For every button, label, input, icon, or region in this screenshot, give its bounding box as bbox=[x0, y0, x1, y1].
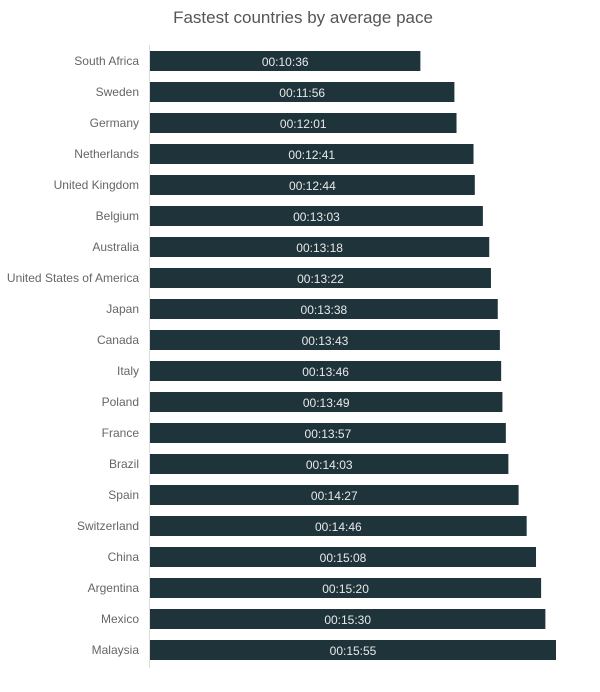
data-label: 00:10:36 bbox=[262, 55, 309, 69]
category-label: Netherlands bbox=[74, 147, 139, 161]
category-label: Poland bbox=[102, 395, 139, 409]
data-label: 00:13:43 bbox=[302, 334, 349, 348]
bar-mexico bbox=[150, 609, 546, 629]
bar-canada bbox=[150, 330, 500, 350]
data-label: 00:13:49 bbox=[303, 396, 350, 410]
bar-australia bbox=[150, 237, 490, 257]
category-label: Germany bbox=[90, 116, 139, 130]
bar-brazil bbox=[150, 454, 509, 474]
bar-netherlands bbox=[150, 144, 474, 164]
data-label: 00:14:03 bbox=[306, 458, 353, 472]
chart-title: Fastest countries by average pace bbox=[173, 8, 433, 27]
category-label: France bbox=[102, 426, 140, 440]
data-label: 00:13:18 bbox=[296, 241, 343, 255]
category-label: Malaysia bbox=[92, 643, 140, 657]
category-label: United Kingdom bbox=[54, 178, 139, 192]
bar-sweden bbox=[150, 82, 455, 102]
bar-france bbox=[150, 423, 506, 443]
bar-united-kingdom bbox=[150, 175, 475, 195]
data-label: 00:13:22 bbox=[297, 272, 344, 286]
category-label: Sweden bbox=[96, 85, 139, 99]
data-label: 00:13:57 bbox=[305, 427, 352, 441]
category-label: Mexico bbox=[101, 612, 139, 626]
bar-switzerland bbox=[150, 516, 527, 536]
data-label: 00:15:20 bbox=[322, 582, 369, 596]
category-label: Canada bbox=[97, 333, 139, 347]
category-label: Italy bbox=[117, 364, 139, 378]
bar-south-africa bbox=[150, 51, 421, 71]
bar-japan bbox=[150, 299, 498, 319]
data-label: 00:15:08 bbox=[320, 551, 367, 565]
bar-spain bbox=[150, 485, 519, 505]
bar-china bbox=[150, 547, 537, 567]
bar-argentina bbox=[150, 578, 542, 598]
data-label: 00:11:56 bbox=[279, 86, 325, 100]
bar-italy bbox=[150, 361, 502, 381]
category-label: Australia bbox=[92, 240, 139, 254]
bar-germany bbox=[150, 113, 457, 133]
data-label: 00:13:46 bbox=[302, 365, 349, 379]
data-label: 00:12:44 bbox=[289, 179, 336, 193]
category-label: United States of America bbox=[7, 271, 139, 285]
category-label: Spain bbox=[108, 488, 139, 502]
category-label: Brazil bbox=[109, 457, 139, 471]
category-label: Japan bbox=[106, 302, 139, 316]
data-label: 00:13:38 bbox=[301, 303, 348, 317]
category-label: Argentina bbox=[88, 581, 140, 595]
data-label: 00:15:55 bbox=[330, 644, 377, 658]
data-label: 00:15:30 bbox=[324, 613, 371, 627]
category-label: Switzerland bbox=[77, 519, 139, 533]
category-label: China bbox=[108, 550, 140, 564]
bar-poland bbox=[150, 392, 503, 412]
data-label: 00:13:03 bbox=[293, 210, 340, 224]
data-label: 00:14:27 bbox=[311, 489, 358, 503]
data-label: 00:12:41 bbox=[288, 148, 335, 162]
bar-united-states-of-america bbox=[150, 268, 491, 288]
category-label: South Africa bbox=[74, 54, 139, 68]
bar-belgium bbox=[150, 206, 483, 226]
data-label: 00:14:46 bbox=[315, 520, 362, 534]
data-label: 00:12:01 bbox=[280, 117, 327, 131]
category-label: Belgium bbox=[96, 209, 139, 223]
bar-malaysia bbox=[150, 640, 556, 660]
